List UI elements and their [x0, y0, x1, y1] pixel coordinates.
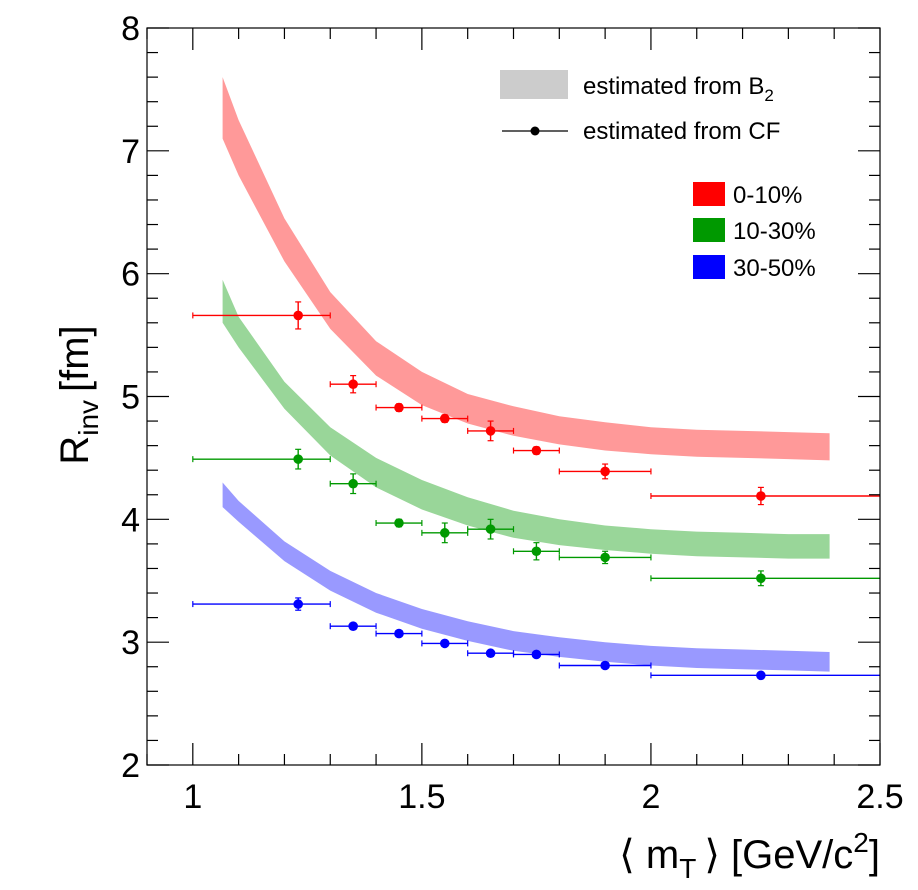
marker: [756, 491, 766, 501]
band-0-to-10: [222, 77, 830, 461]
point-0-to-10-4: [467, 420, 515, 442]
marker: [531, 445, 542, 456]
point-10-to-30-2: [375, 518, 423, 528]
marker: [394, 628, 404, 639]
marker: [756, 670, 766, 681]
x-tick-label: 1.5: [398, 778, 445, 816]
x-axis-title-close: ⟩ [GeV/c: [704, 833, 853, 877]
legend-label-30-50: 30-50%: [733, 255, 816, 282]
legend-cf-label: estimated from CF: [583, 118, 780, 145]
y-tick-label: 6: [121, 256, 140, 294]
marker: [348, 379, 358, 390]
legend-marker-dot: [530, 126, 540, 136]
marker: [600, 466, 610, 477]
point-30-to-50-1: [329, 621, 377, 631]
y-tick-label: 3: [121, 624, 140, 662]
point-10-to-30-3: [421, 522, 469, 544]
point-10-to-30-6: [558, 550, 652, 565]
legend-swatch-30-50: [693, 255, 725, 279]
marker: [348, 621, 358, 631]
axis-tick-labels: 1 1.5 2 2.5 2 3 4 5 6 7 8: [121, 10, 904, 816]
y-tick-label: 4: [121, 501, 140, 539]
marker: [600, 660, 610, 671]
point-30-to-50-7: [650, 670, 880, 681]
point-30-to-50-3: [421, 638, 469, 649]
point-10-to-30-0: [192, 448, 331, 470]
point-0-to-10-2: [375, 402, 423, 413]
y-tick-label: 2: [121, 747, 140, 785]
x-axis-title-sub: T: [679, 853, 696, 884]
legend-method: estimated from B2 estimated from CF: [500, 70, 780, 145]
marker: [531, 649, 542, 660]
bands-layer: [222, 77, 830, 672]
x-axis-title-open: ⟨ m: [619, 833, 679, 877]
marker: [293, 310, 303, 321]
marker: [756, 573, 766, 584]
point-30-to-50-2: [375, 628, 423, 639]
point-30-to-50-0: [192, 597, 331, 611]
marker: [348, 478, 358, 489]
y-axis-title-main: R: [53, 436, 97, 465]
legend-swatch-0-10: [693, 182, 725, 206]
legend-b2-sub: 2: [764, 86, 773, 105]
point-0-to-10-5: [512, 445, 560, 456]
point-0-to-10-7: [650, 486, 880, 506]
legend-centrality: 0-10% 10-30% 30-50%: [693, 182, 816, 282]
x-axis-title: ⟨ mT ⟩ [GeV/c2]: [619, 827, 880, 884]
legend-swatch-10-30: [693, 218, 725, 242]
point-30-to-50-5: [512, 649, 560, 660]
marker: [485, 524, 496, 534]
x-tick-label: 2: [641, 778, 660, 816]
legend-b2-label: estimated from B2: [583, 73, 774, 105]
x-axis-title-end: ]: [869, 833, 880, 877]
legend-label-0-10: 0-10%: [733, 182, 802, 209]
x-tick-label: 1: [183, 778, 202, 816]
y-tick-label: 8: [121, 10, 140, 48]
y-axis-title-sub: inv: [73, 400, 104, 436]
marker: [439, 638, 450, 649]
marker: [439, 528, 450, 538]
marker: [531, 546, 542, 557]
y-tick-label: 7: [121, 133, 140, 171]
y-axis-title: Rinv [fm]: [53, 325, 104, 464]
point-0-to-10-6: [558, 463, 652, 480]
marker: [600, 552, 610, 563]
x-tick-label: 2.5: [856, 778, 903, 816]
marker: [293, 599, 303, 609]
point-10-to-30-4: [467, 518, 515, 540]
marker: [293, 454, 303, 464]
point-0-to-10-3: [421, 413, 469, 424]
point-0-to-10-0: [192, 301, 331, 330]
point-10-to-30-5: [512, 542, 560, 561]
y-tick-label: 5: [121, 379, 140, 417]
point-10-to-30-7: [650, 570, 880, 587]
legend-label-10-30: 10-30%: [733, 218, 816, 245]
point-30-to-50-4: [467, 648, 515, 659]
band-30-to-50: [222, 482, 830, 672]
legend-band-swatch: [500, 70, 568, 99]
point-0-to-10-1: [329, 375, 377, 394]
marker: [394, 402, 404, 413]
point-10-to-30-1: [329, 473, 377, 495]
marker: [439, 413, 450, 424]
y-axis-title-unit: [fm]: [53, 325, 97, 392]
axis-ticks: [146, 27, 881, 766]
marker: [485, 426, 496, 436]
point-30-to-50-6: [558, 660, 652, 671]
marker: [485, 648, 496, 659]
points-layer: [192, 301, 880, 681]
marker: [394, 518, 404, 528]
x-axis-title-sup: 2: [853, 827, 869, 858]
